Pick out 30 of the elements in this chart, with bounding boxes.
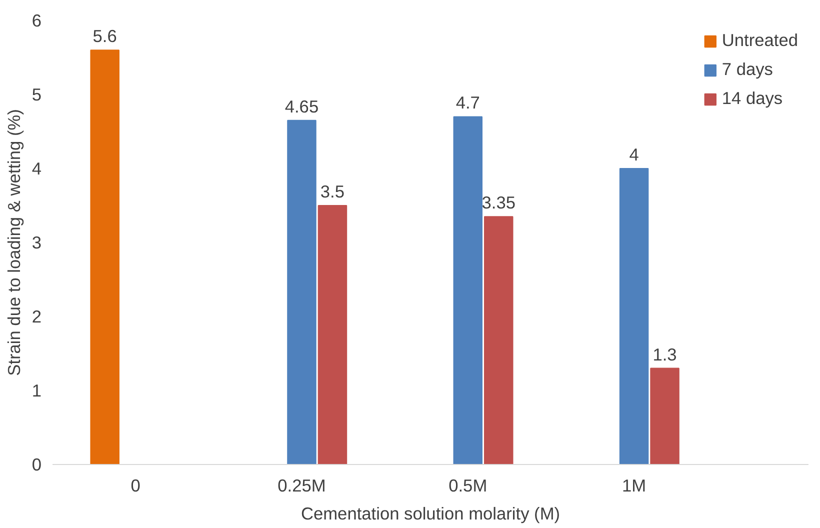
- data-label: 1.3: [652, 344, 677, 364]
- data-label: 4.65: [284, 96, 319, 116]
- y-tick-label: 0: [32, 454, 42, 474]
- data-label: 4: [629, 144, 640, 164]
- y-tick-label: 4: [32, 158, 42, 178]
- y-tick-label: 2: [32, 306, 42, 326]
- legend-label: Untreated: [722, 30, 798, 51]
- bar: [484, 216, 514, 464]
- y-tick-label: 5: [32, 84, 42, 104]
- bar: [650, 368, 680, 464]
- x-axis-title: Cementation solution molarity (M): [300, 504, 560, 524]
- data-label: 3.35: [482, 192, 516, 213]
- bar: [318, 205, 348, 464]
- bar: [619, 168, 649, 464]
- y-tick-label: 3: [32, 232, 42, 252]
- y-axis-title: Strain due to loading & wetting (%): [4, 109, 24, 376]
- data-label: 3.5: [320, 182, 345, 202]
- data-label: 5.6: [92, 26, 117, 46]
- bar: [90, 50, 120, 464]
- data-label: 4.7: [456, 92, 480, 113]
- bar: [287, 120, 316, 464]
- x-tick-label: 0: [130, 476, 140, 496]
- x-tick-label: 0.5M: [448, 476, 488, 496]
- x-tick-label: 0.25M: [278, 476, 326, 496]
- y-tick-label: 1: [32, 380, 42, 400]
- bar: [453, 116, 483, 464]
- x-tick-label: 1M: [622, 476, 646, 496]
- y-tick-label: 6: [32, 10, 42, 30]
- legend-label: 14 days: [722, 88, 783, 109]
- legend-label: 7 days: [722, 59, 773, 80]
